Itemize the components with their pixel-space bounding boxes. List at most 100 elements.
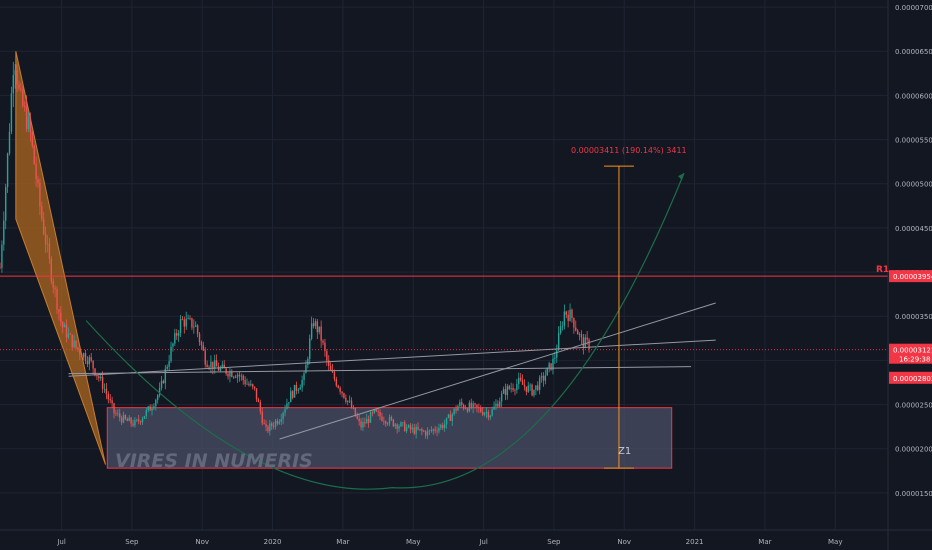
candle-body — [358, 418, 360, 422]
candle-body — [14, 70, 16, 76]
candle-body — [544, 375, 547, 381]
candle-body — [434, 429, 436, 431]
candle-body — [119, 413, 121, 418]
candle-body — [291, 391, 294, 398]
candle-body — [103, 388, 106, 390]
x-tick-label: May — [828, 538, 842, 546]
candle-body — [244, 379, 246, 385]
candle-body — [402, 422, 404, 424]
candle-body — [375, 409, 377, 412]
candle-body — [290, 391, 292, 403]
candle-body — [246, 383, 248, 385]
candle-body — [550, 363, 552, 370]
candle-body — [464, 408, 467, 410]
candle-body — [328, 360, 330, 367]
candle-body — [472, 403, 474, 408]
candle-body — [394, 424, 396, 427]
candle-body — [145, 410, 148, 416]
candle-body — [491, 409, 493, 416]
candle-body — [556, 350, 558, 358]
candle-body — [316, 321, 319, 333]
candle-body — [347, 400, 349, 402]
candle-body — [584, 337, 586, 349]
candle-body — [198, 333, 201, 343]
candle-body — [299, 387, 301, 390]
candle-body — [5, 187, 7, 221]
candle-body — [329, 366, 332, 371]
candle-body — [37, 179, 39, 184]
candle-body — [282, 412, 284, 420]
candle-body — [162, 380, 165, 384]
candle-body — [533, 389, 535, 396]
candle-body — [265, 424, 267, 427]
candle-body — [542, 375, 545, 381]
candle-body — [326, 351, 328, 361]
x-tick-label: 2021 — [686, 538, 704, 546]
candle-body — [271, 423, 273, 426]
candle-body — [436, 430, 438, 432]
resistance-price-tag: 0.00003954 — [893, 273, 932, 281]
candle-body — [493, 406, 495, 410]
candle-body — [335, 378, 338, 386]
candle-body — [480, 407, 482, 412]
candle-body — [485, 411, 488, 413]
measure-label: 0.00003411 (190.14%) 3411 — [571, 146, 687, 155]
candle-body — [16, 70, 18, 85]
candle-body — [423, 431, 425, 432]
trendline — [279, 302, 716, 440]
candle-body — [6, 153, 9, 188]
candle-body — [297, 389, 300, 391]
candle-body — [147, 406, 149, 411]
candle-body — [462, 404, 465, 409]
candle-body — [269, 423, 271, 432]
candle-body — [459, 402, 461, 407]
candle-body — [111, 400, 113, 404]
candle-body — [445, 417, 448, 425]
candle-body — [71, 334, 73, 348]
candle-body — [474, 403, 476, 405]
candle-body — [309, 338, 311, 359]
candle-body — [576, 330, 579, 335]
candle-body — [82, 353, 85, 358]
candle-body — [10, 93, 13, 132]
candle-body — [3, 220, 5, 245]
candle-body — [567, 314, 569, 321]
candle-body — [411, 427, 414, 430]
candle-body — [502, 389, 505, 394]
candle-body — [139, 421, 142, 423]
candle-body — [117, 413, 119, 415]
candle-body — [215, 360, 218, 367]
candle-body — [252, 384, 254, 387]
candle-body — [263, 423, 265, 425]
candle-body — [421, 429, 423, 432]
candle-body — [500, 393, 503, 402]
candle-body — [388, 417, 391, 424]
candle-body — [90, 357, 92, 361]
candle-body — [350, 400, 353, 408]
candle-body — [537, 385, 539, 390]
x-tick-label: Sep — [547, 538, 561, 546]
candle-body — [84, 353, 87, 362]
candle-body — [314, 321, 317, 327]
resistance-price-tag-bg — [889, 270, 932, 283]
candle-body — [105, 388, 108, 395]
candle-body — [449, 414, 452, 421]
rounded-bottom-arc — [85, 172, 685, 490]
candle-body — [100, 376, 102, 379]
candle-body — [377, 411, 379, 413]
candle-body — [371, 412, 374, 414]
x-tick-label: Jul — [56, 538, 66, 546]
candle-body — [278, 421, 281, 424]
candle-body — [58, 309, 60, 313]
candle-body — [128, 417, 130, 422]
candle-body — [181, 319, 184, 320]
candle-body — [195, 325, 197, 327]
candle-body — [413, 427, 415, 434]
candle-body — [204, 350, 206, 365]
candle-body — [172, 343, 174, 347]
